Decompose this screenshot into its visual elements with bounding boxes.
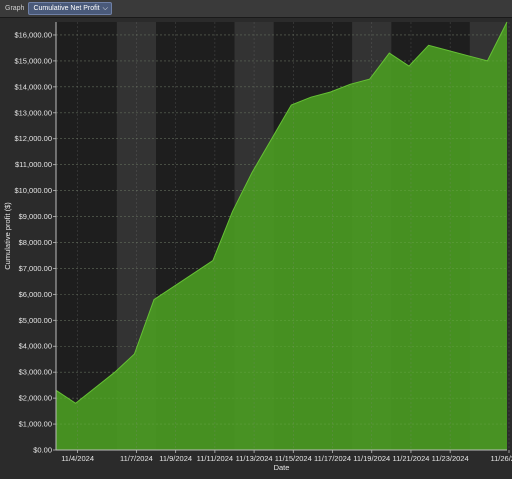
x-tick-label: 11/21/2024 <box>392 454 429 463</box>
graph-label: Graph <box>5 5 25 12</box>
y-axis-title: Cumulative profit ($) <box>3 202 12 270</box>
y-tick-label: $16,000.00 <box>14 30 52 39</box>
y-tick-label: $4,000.00 <box>19 342 52 351</box>
y-tick-label: $2,000.00 <box>19 394 52 403</box>
x-tick-label: 11/26/2024 <box>491 454 512 463</box>
graph-toolbar: Graph Cumulative Net Profit ⌵ <box>0 0 512 18</box>
cumulative-profit-chart: $0.00 $1,000.00 $2,000.00 $3,000.00 $4,000.0… <box>3 21 512 472</box>
y-tick-label: $12,000.00 <box>14 134 52 143</box>
profit-line <box>55 21 508 404</box>
x-tick-label: 11/23/2024 <box>432 454 469 463</box>
y-tick-label: $10,000.00 <box>14 186 52 195</box>
y-tick-label: $9,000.00 <box>19 212 52 221</box>
x-tick-label: 11/15/2024 <box>275 454 312 463</box>
y-tick-label: $14,000.00 <box>14 82 52 91</box>
x-tick-label: 11/9/2024 <box>159 454 192 463</box>
y-tick-label: $0.00 <box>33 446 52 455</box>
x-tick-label: 11/11/2024 <box>197 454 233 463</box>
y-tick-label: $13,000.00 <box>14 108 52 117</box>
graph-type-select[interactable]: Cumulative Net Profit ⌵ <box>28 2 112 15</box>
y-tick-label: $6,000.00 <box>19 290 52 299</box>
y-tick-label: $7,000.00 <box>19 264 52 273</box>
x-tick-label: 11/7/2024 <box>120 454 153 463</box>
y-tick-label: $5,000.00 <box>19 316 52 325</box>
y-tick-label: $8,000.00 <box>19 238 52 247</box>
x-axis-title: Date <box>274 463 290 472</box>
y-tick-label: $1,000.00 <box>19 420 52 429</box>
chart-panel: $0.00 $1,000.00 $2,000.00 $3,000.00 $4,000.0… <box>0 18 512 474</box>
y-tick-label: $3,000.00 <box>19 368 52 377</box>
y-tick-label: $11,000.00 <box>15 160 52 169</box>
profit-area <box>56 22 507 450</box>
x-tick-label: 11/17/2024 <box>314 454 351 463</box>
x-tick-label: 11/19/2024 <box>353 454 390 463</box>
x-tick-label: 11/4/2024 <box>61 454 94 463</box>
chevron-down-icon: ⌵ <box>102 5 108 12</box>
graph-type-selected: Cumulative Net Profit <box>33 5 100 12</box>
y-tick-label: $15,000.00 <box>14 56 52 65</box>
x-tick-label: 11/13/2024 <box>236 454 273 463</box>
